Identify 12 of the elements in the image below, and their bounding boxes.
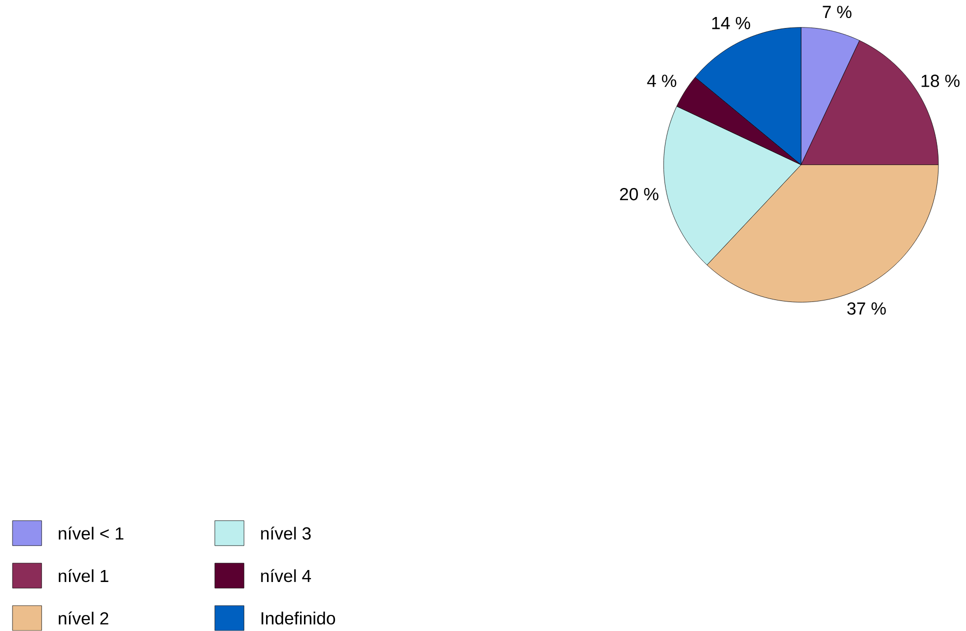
data-label: 20 % [620, 188, 658, 200]
data-label: 18 % [922, 74, 960, 88]
legend-label: nível 1 [58, 569, 108, 582]
data-label: 7 % [822, 6, 852, 18]
data-label: 37 % [847, 302, 886, 315]
legend-label: nível 3 [261, 526, 311, 540]
legend-label: nível 2 [58, 612, 108, 625]
data-label: 4 % [647, 74, 676, 88]
legend-label: nível < 1 [58, 526, 124, 540]
data-label: 14 % [712, 17, 750, 30]
legend-label: Indefinido [262, 612, 336, 625]
legend-label: nível 4 [261, 569, 311, 582]
